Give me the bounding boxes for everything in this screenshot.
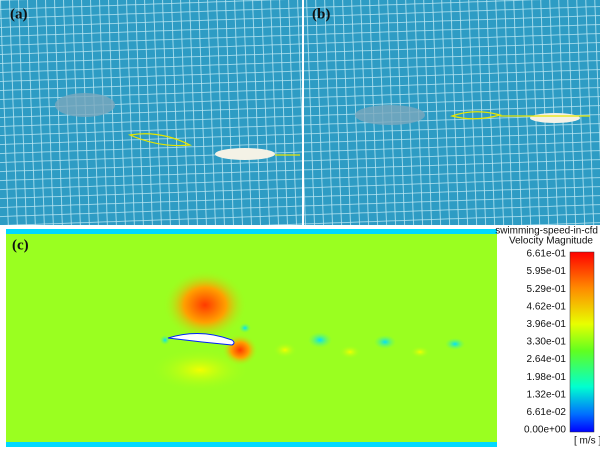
photo-a [0,0,302,225]
colorbar [570,252,594,432]
figure: (a) (b) (c) swimming-speed-in-cfd Veloci… [0,0,600,452]
colorbar-tick-label: 5.29e-01 [527,284,567,295]
wall-bottom [6,442,497,447]
colorbar-tick-label: 3.96e-01 [527,319,567,330]
panel-label: (a) [10,6,28,22]
fish [215,148,275,160]
fish-shadow [55,93,115,117]
colorbar-tick-label: 0.00e+00 [524,425,566,436]
photo-b [304,0,600,225]
colorbar-tick-label: 4.62e-01 [527,301,567,312]
colorbar-tick-label: 1.32e-01 [527,389,567,400]
colorbar-title: Velocity Magnitude [509,236,593,247]
figure-canvas: (a) (b) (c) swimming-speed-in-cfd Veloci… [0,0,600,452]
wake [150,348,250,392]
colorbar-tick-label: 5.95e-01 [527,266,567,277]
colorbar-tick-label: 6.61e-02 [527,407,567,418]
high-velocity [163,270,247,340]
fish-shadow [355,105,425,125]
panel-label: (b) [312,6,330,22]
colorbar-tick-label: 6.61e-01 [527,249,567,260]
fish [530,113,580,123]
colorbar-tick-label: 3.30e-01 [527,337,567,348]
colorbar-unit: [ m/s ] [574,436,600,447]
panel-label: (c) [12,237,29,253]
wall-top [6,229,497,234]
colorbar-tick-label: 2.64e-01 [527,354,567,365]
colorbar-tick-label: 1.98e-01 [527,372,567,383]
